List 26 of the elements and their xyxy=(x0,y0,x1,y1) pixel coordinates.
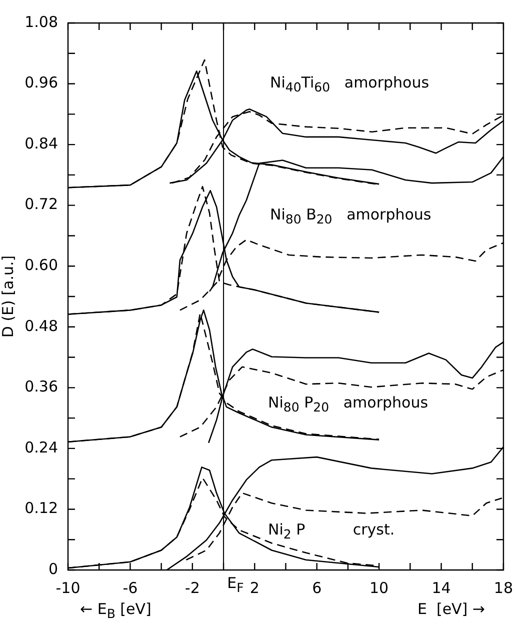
y-tick-label: 0.84 xyxy=(24,134,58,152)
annotation: Ni$_{2}$ P cryst. xyxy=(268,520,395,542)
y-tick-label: 0.60 xyxy=(24,256,58,274)
text: ← E$_{B}$ [eV] xyxy=(80,600,152,621)
annotation: Ni$_{80}$ B$_{20}$ amorphous xyxy=(270,206,432,226)
annotation: Ni$_{80}$ P$_{20}$ amorphous xyxy=(268,394,428,414)
y-tick-label: 1.08 xyxy=(24,12,58,31)
y-tick-label: 0 xyxy=(48,560,58,578)
y-tick-label: 0.12 xyxy=(24,499,58,518)
text: E [eV] → xyxy=(417,600,485,620)
y-tick-label: 0.72 xyxy=(24,195,58,214)
x-tick-label: -10 xyxy=(56,578,80,597)
x-tick-label: 18 xyxy=(494,578,514,597)
x-tick-label: 14 xyxy=(432,578,451,597)
x-tick-label: 6 xyxy=(312,578,322,597)
annotation: Ni$_{40}$Ti$_{60}$ amorphous xyxy=(270,74,430,94)
y-axis-title: D (E) [a.u.] xyxy=(0,255,17,338)
x-tick-label: -6 xyxy=(122,578,138,597)
ref-line-label: E$_{F}$ xyxy=(227,574,244,595)
x-tick-label: 2 xyxy=(250,578,260,597)
x-tick-label: -2 xyxy=(184,578,200,597)
y-tick-label: 0.48 xyxy=(24,316,58,335)
x-tick-label: 10 xyxy=(369,578,389,597)
y-tick-label: 0.24 xyxy=(24,438,58,456)
y-tick-label: 0.96 xyxy=(24,74,58,92)
y-tick-label: 0.36 xyxy=(24,378,58,396)
